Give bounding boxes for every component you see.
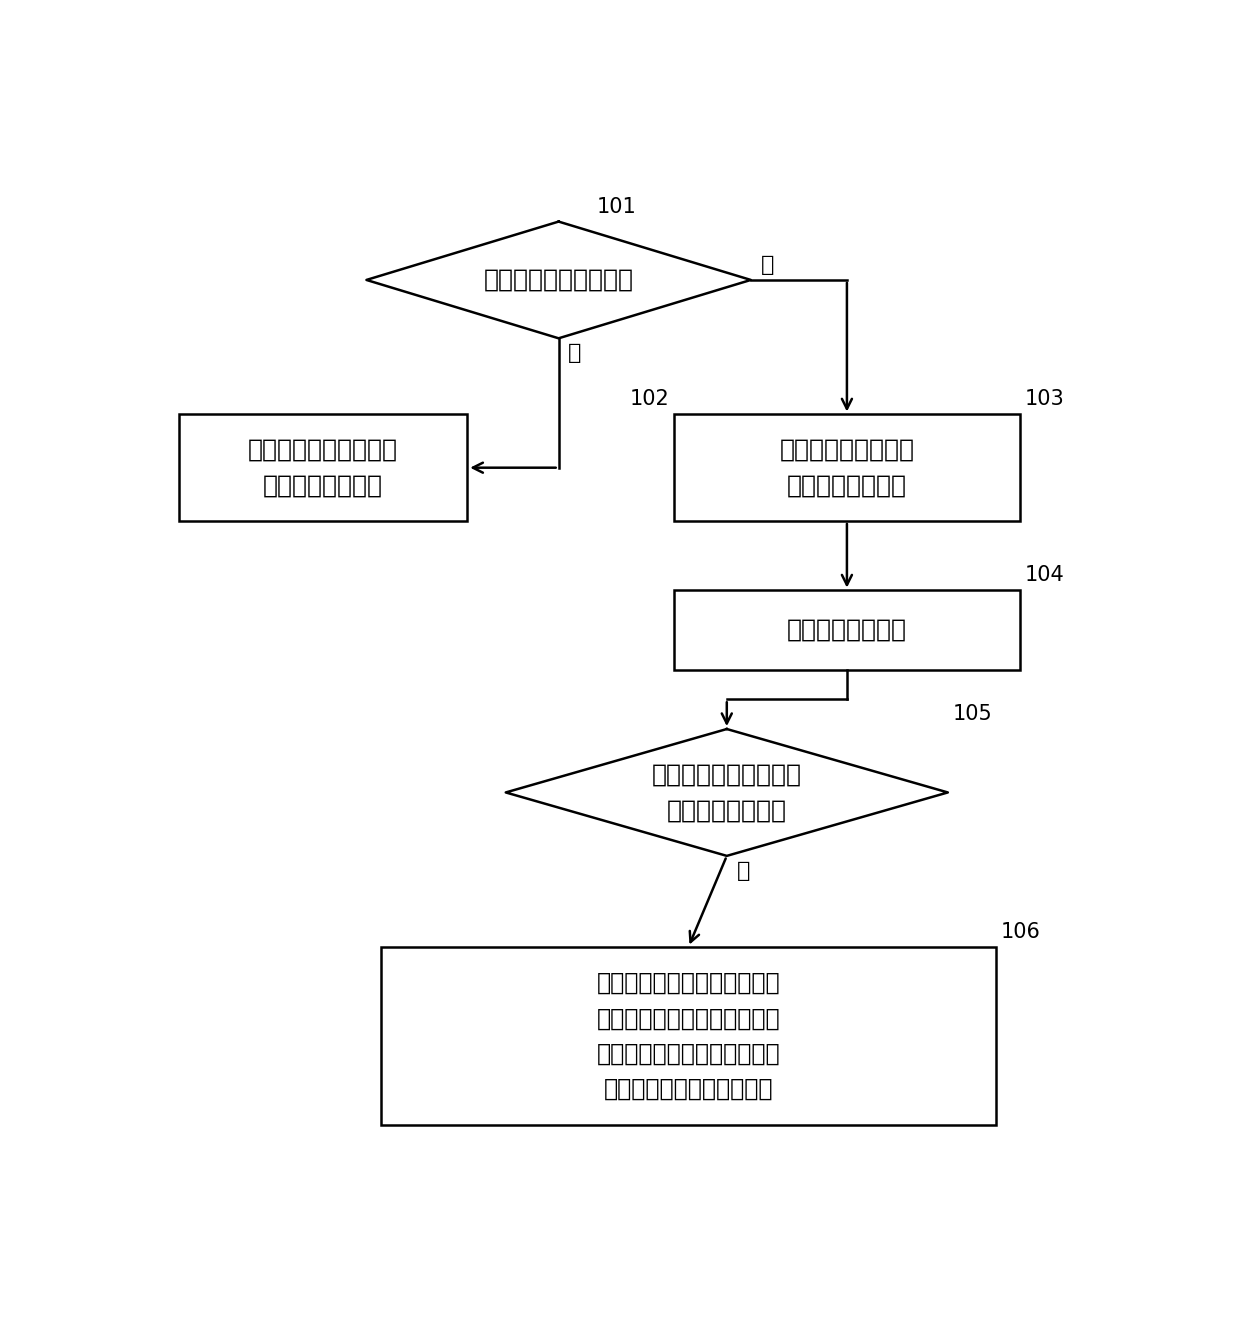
Text: 103: 103 — [1024, 389, 1064, 410]
Text: 102: 102 — [630, 389, 670, 410]
Polygon shape — [367, 221, 751, 339]
Text: 输出脉冲自检信号: 输出脉冲自检信号 — [787, 618, 906, 642]
Text: 是: 是 — [760, 254, 774, 275]
Text: 判断洗衣机门是否关闭: 判断洗衣机门是否关闭 — [484, 268, 634, 293]
Text: 当未接受到完整的所述脉冲自
检信号时，则得到安全开关未
完全导通的自检结果，输出停
止指令并发出预警提示信息: 当未接受到完整的所述脉冲自 检信号时，则得到安全开关未 完全导通的自检结果，输出… — [596, 971, 780, 1101]
Bar — [675, 590, 1021, 670]
Bar — [381, 948, 996, 1124]
Text: 101: 101 — [596, 196, 637, 216]
Text: 当所述洗衣机门未关闭
时，控制低压输出: 当所述洗衣机门未关闭 时，控制低压输出 — [248, 438, 398, 497]
Text: 否: 否 — [737, 861, 750, 880]
Text: 判断是否接受到完整的
所述脉冲自检信号: 判断是否接受到完整的 所述脉冲自检信号 — [652, 763, 802, 822]
Text: 105: 105 — [952, 704, 992, 724]
Polygon shape — [506, 729, 947, 855]
Bar — [675, 414, 1021, 521]
Text: 否: 否 — [568, 344, 582, 364]
Text: 106: 106 — [1001, 923, 1040, 942]
Text: 当所述洗衣机门关闭
时，控制高压输出: 当所述洗衣机门关闭 时，控制高压输出 — [780, 438, 914, 497]
Text: 104: 104 — [1024, 565, 1064, 585]
Bar — [179, 414, 467, 521]
